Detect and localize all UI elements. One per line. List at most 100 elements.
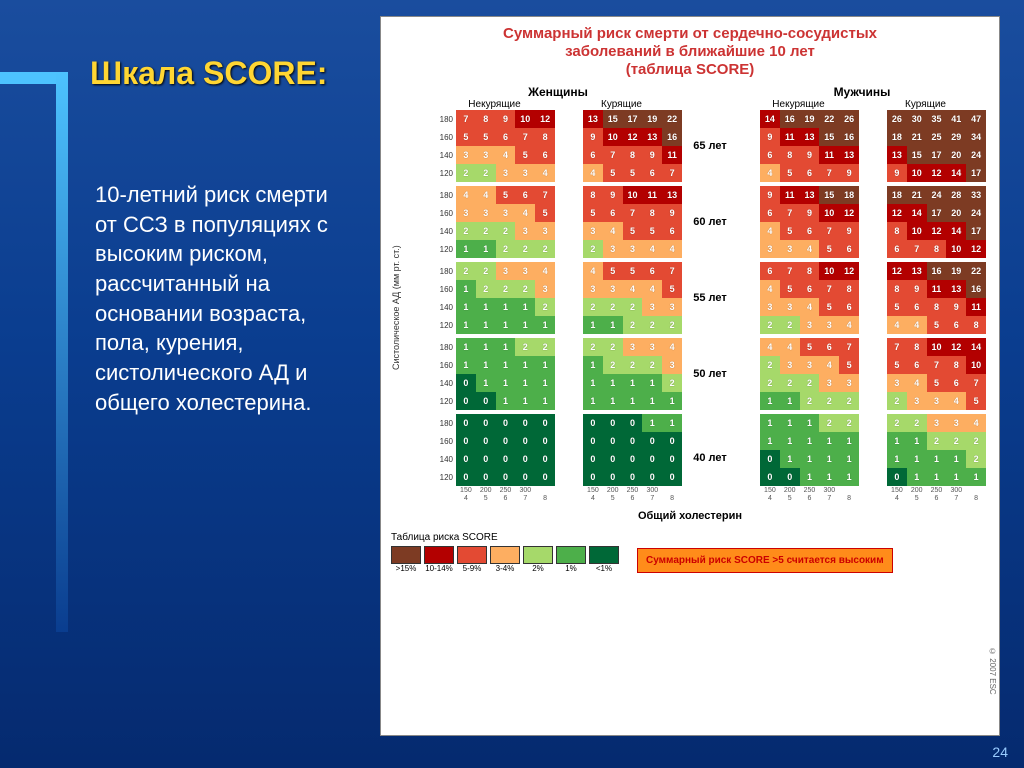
risk-cell: 2 bbox=[476, 280, 496, 298]
risk-cell: 33 bbox=[966, 186, 986, 204]
risk-cell: 2 bbox=[603, 356, 623, 374]
risk-cell: 5 bbox=[603, 262, 623, 280]
risk-cell: 10 bbox=[927, 338, 947, 356]
risk-cell: 3 bbox=[642, 298, 662, 316]
risk-cell: 2 bbox=[887, 392, 907, 410]
risk-cell: 3 bbox=[800, 356, 820, 374]
risk-cell: 2 bbox=[642, 356, 662, 374]
smoker-header-row: Некурящие Курящие Некурящие Курящие bbox=[391, 99, 989, 110]
legend-label: 3-4% bbox=[496, 564, 515, 573]
risk-cell: 2 bbox=[535, 240, 555, 258]
score-block: 1807891012160556781403345612022334 bbox=[434, 110, 555, 182]
bp-tick bbox=[561, 298, 583, 316]
risk-cell: 5 bbox=[927, 316, 947, 334]
risk-cell: 1 bbox=[800, 450, 820, 468]
chart-title-l1: Суммарный риск смерти от сердечно-сосуди… bbox=[503, 25, 877, 42]
risk-cell: 8 bbox=[476, 110, 496, 128]
risk-cell: 3 bbox=[819, 316, 839, 334]
risk-cell: 22 bbox=[819, 110, 839, 128]
risk-cell: 1 bbox=[583, 392, 603, 410]
bp-tick bbox=[738, 450, 760, 468]
risk-cell: 3 bbox=[839, 374, 859, 392]
score-block: 89101113567893455623344 bbox=[561, 186, 682, 258]
legend-label: 5-9% bbox=[463, 564, 482, 573]
legend-swatch bbox=[523, 546, 553, 564]
legend-label: 10-14% bbox=[425, 564, 453, 573]
legend-item: 1% bbox=[556, 546, 586, 573]
age-label: 40 лет bbox=[685, 452, 735, 464]
risk-cell: 1 bbox=[535, 392, 555, 410]
score-block: 781012145678103456723345 bbox=[865, 338, 986, 410]
risk-cell: 9 bbox=[760, 128, 780, 146]
risk-cell: 20 bbox=[946, 146, 966, 164]
bp-tick: 120 bbox=[434, 392, 456, 410]
risk-cell: 14 bbox=[946, 164, 966, 182]
bp-tick bbox=[865, 110, 887, 128]
risk-cell: 5 bbox=[887, 356, 907, 374]
risk-cell: 4 bbox=[907, 374, 927, 392]
risk-cell: 24 bbox=[966, 146, 986, 164]
risk-cell: 5 bbox=[887, 298, 907, 316]
chol-tick-mmol: 5 bbox=[476, 495, 496, 502]
risk-cell: 2 bbox=[800, 374, 820, 392]
risk-cell: 4 bbox=[662, 338, 682, 356]
chol-tick-mmol: 7 bbox=[642, 495, 662, 502]
risk-cell: 0 bbox=[476, 392, 496, 410]
bp-tick bbox=[561, 280, 583, 298]
risk-cell: 2 bbox=[583, 240, 603, 258]
risk-cell: 0 bbox=[623, 468, 643, 486]
risk-cell: 3 bbox=[496, 204, 516, 222]
risk-cell: 14 bbox=[966, 338, 986, 356]
risk-cell: 11 bbox=[819, 146, 839, 164]
legend-title: Таблица риска SCORE bbox=[391, 532, 619, 543]
risk-cell: 2 bbox=[819, 392, 839, 410]
risk-cell: 1 bbox=[535, 316, 555, 334]
bp-tick bbox=[561, 316, 583, 334]
legend-swatch bbox=[457, 546, 487, 564]
bp-tick bbox=[865, 356, 887, 374]
bp-tick bbox=[865, 128, 887, 146]
risk-cell: 1 bbox=[927, 450, 947, 468]
legend-swatch bbox=[589, 546, 619, 564]
risk-cell: 6 bbox=[535, 146, 555, 164]
legend-item: 3-4% bbox=[490, 546, 520, 573]
risk-cell: 8 bbox=[907, 338, 927, 356]
risk-cell: 10 bbox=[623, 186, 643, 204]
bp-tick bbox=[738, 128, 760, 146]
bp-tick bbox=[738, 262, 760, 280]
risk-cell: 5 bbox=[800, 338, 820, 356]
risk-cell: 1 bbox=[476, 374, 496, 392]
risk-cell: 3 bbox=[887, 374, 907, 392]
risk-cell: 8 bbox=[927, 240, 947, 258]
risk-cell: 1 bbox=[515, 298, 535, 316]
risk-cell: 1 bbox=[496, 392, 516, 410]
risk-cell: 7 bbox=[780, 262, 800, 280]
risk-cell: 14 bbox=[946, 222, 966, 240]
risk-cell: 22 bbox=[662, 110, 682, 128]
bp-tick: 180 bbox=[434, 110, 456, 128]
risk-cell: 41 bbox=[946, 110, 966, 128]
risk-cell: 0 bbox=[456, 450, 476, 468]
risk-cell: 9 bbox=[800, 204, 820, 222]
risk-cell: 3 bbox=[780, 298, 800, 316]
bp-tick bbox=[738, 146, 760, 164]
chol-tick-mgdl: 250 bbox=[623, 487, 643, 494]
bp-tick bbox=[865, 414, 887, 432]
risk-cell: 6 bbox=[642, 262, 662, 280]
risk-cell: 2 bbox=[603, 298, 623, 316]
risk-cell: 3 bbox=[515, 262, 535, 280]
score-block: 1416192226911131516689111345679 bbox=[738, 110, 859, 182]
risk-cell: 2 bbox=[456, 164, 476, 182]
risk-cell: 8 bbox=[623, 146, 643, 164]
chol-tick-mmol: 8 bbox=[662, 495, 682, 502]
risk-cell: 1 bbox=[496, 338, 516, 356]
bp-tick bbox=[738, 240, 760, 258]
bp-tick bbox=[865, 222, 887, 240]
risk-cell: 13 bbox=[800, 128, 820, 146]
risk-cell: 2 bbox=[515, 338, 535, 356]
risk-cell: 6 bbox=[800, 222, 820, 240]
risk-cell: 6 bbox=[760, 262, 780, 280]
risk-cell: 9 bbox=[662, 204, 682, 222]
risk-cell: 0 bbox=[535, 414, 555, 432]
risk-cell: 10 bbox=[819, 262, 839, 280]
